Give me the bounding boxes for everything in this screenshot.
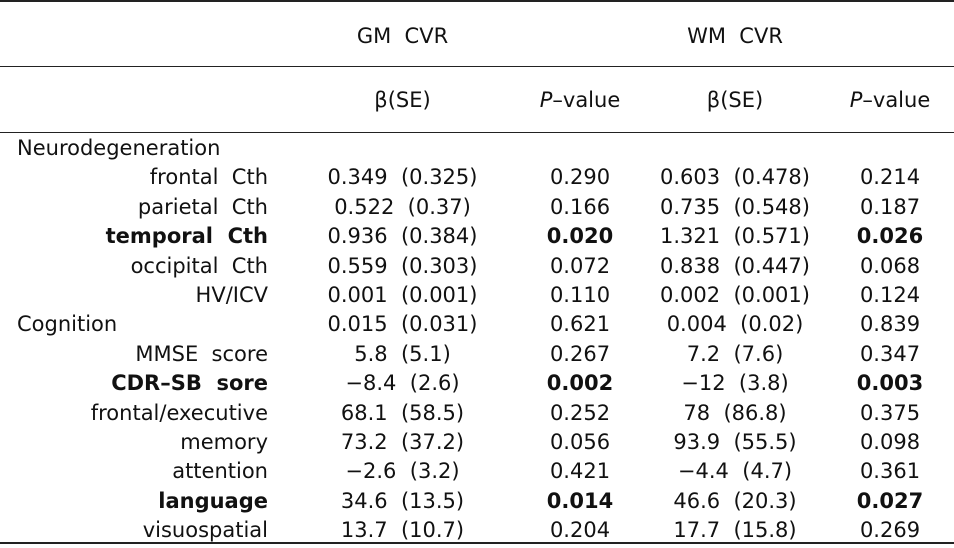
gm-p-value-cell: 0.204 — [549, 518, 611, 542]
gm-beta-se-cell: −2.6 (3.2) — [345, 459, 460, 483]
gm-p-value-cell: 0.621 — [549, 312, 611, 336]
gm-beta-se-header: β(SE) — [374, 88, 431, 112]
wm-p-value-cell: 0.347 — [859, 342, 921, 366]
gm-p-value-cell: 0.020 — [546, 224, 614, 248]
row-label: language — [158, 489, 268, 513]
wm-p-value-cell: 0.214 — [859, 165, 921, 189]
wm-cvr-header: WM CVR — [687, 24, 783, 48]
gm-p-value-cell: 0.252 — [549, 401, 611, 425]
row-label: visuospatial — [142, 518, 268, 542]
gm-beta-se-cell: 73.2 (37.2) — [340, 430, 465, 454]
row-label: MMSE score — [135, 342, 268, 366]
gm-p-value-cell: 0.421 — [549, 459, 611, 483]
gm-p-value-cell: 0.110 — [549, 283, 611, 307]
wm-p-value-cell: 0.124 — [859, 283, 921, 307]
p-value-suffix: –value — [552, 88, 621, 112]
row-label: HV/ICV — [195, 283, 268, 307]
wm-p-value-cell: 0.027 — [856, 489, 924, 513]
wm-beta-se-cell: 17.7 (15.8) — [673, 518, 797, 542]
gm-p-value-cell: 0.072 — [549, 254, 611, 278]
table-bottom-rule — [0, 542, 954, 544]
wm-p-value-cell: 0.361 — [859, 459, 921, 483]
gm-beta-se-cell: 5.8 (5.1) — [354, 342, 451, 366]
header-divider-rule — [0, 66, 954, 67]
gm-p-value-cell: 0.014 — [546, 489, 614, 513]
wm-beta-se-cell: 0.735 (0.548) — [660, 195, 810, 219]
wm-beta-se-cell: 46.6 (20.3) — [673, 489, 797, 513]
section-heading: Neurodegeneration — [17, 136, 221, 160]
wm-beta-se-cell: 7.2 (7.6) — [686, 342, 784, 366]
gm-beta-se-cell: 0.001 (0.001) — [327, 283, 478, 307]
row-label: frontal/executive — [90, 401, 268, 425]
gm-beta-se-cell: 0.015 (0.031) — [327, 312, 478, 336]
wm-beta-se-header: β(SE) — [706, 88, 764, 112]
row-label: parietal Cth — [137, 195, 268, 219]
gm-p-value-cell: 0.290 — [549, 165, 611, 189]
section-heading: Cognition — [17, 312, 118, 336]
gm-beta-se-cell: −8.4 (2.6) — [345, 371, 460, 395]
row-label: temporal Cth — [105, 224, 268, 248]
wm-p-value-cell: 0.187 — [859, 195, 921, 219]
gm-beta-se-cell: 13.7 (10.7) — [340, 518, 465, 542]
row-label: memory — [180, 430, 268, 454]
row-label: occipital Cth — [130, 254, 268, 278]
wm-beta-se-cell: 0.603 (0.478) — [660, 165, 810, 189]
wm-beta-se-cell: −12 (3.8) — [681, 371, 789, 395]
gm-p-value-cell: 0.166 — [549, 195, 611, 219]
row-label: CDR–SB sore — [111, 371, 268, 395]
gm-beta-se-cell: 0.522 (0.37) — [334, 195, 471, 219]
wm-beta-se-cell: 78 (86.8) — [683, 401, 787, 425]
p-italic: P — [849, 88, 863, 112]
wm-beta-se-cell: −4.4 (4.7) — [677, 459, 793, 483]
wm-p-value-cell: 0.839 — [859, 312, 921, 336]
p-italic: P — [539, 88, 553, 112]
wm-p-value-cell: 0.269 — [859, 518, 921, 542]
gm-beta-se-cell: 0.349 (0.325) — [327, 165, 478, 189]
gm-p-value-header: P–value — [530, 88, 630, 112]
body-divider-rule — [0, 132, 954, 133]
wm-beta-se-cell: 0.002 (0.001) — [660, 283, 810, 307]
wm-p-value-cell: 0.375 — [859, 401, 921, 425]
gm-beta-se-cell: 0.559 (0.303) — [327, 254, 478, 278]
gm-beta-se-cell: 0.936 (0.384) — [327, 224, 478, 248]
wm-beta-se-cell: 93.9 (55.5) — [673, 430, 797, 454]
gm-beta-se-cell: 68.1 (58.5) — [340, 401, 465, 425]
gm-p-value-cell: 0.056 — [549, 430, 611, 454]
wm-p-value-cell: 0.098 — [859, 430, 921, 454]
row-label: frontal Cth — [149, 165, 268, 189]
wm-beta-se-cell: 1.321 (0.571) — [660, 224, 810, 248]
row-label: attention — [172, 459, 268, 483]
wm-p-value-cell: 0.026 — [856, 224, 924, 248]
wm-p-value-cell: 0.003 — [856, 371, 924, 395]
gm-p-value-cell: 0.267 — [549, 342, 611, 366]
wm-p-value-header: P–value — [840, 88, 940, 112]
wm-beta-se-cell: 0.004 (0.02) — [666, 312, 804, 336]
table-top-rule — [0, 0, 954, 2]
gm-cvr-header: GM CVR — [356, 24, 449, 48]
wm-p-value-cell: 0.068 — [859, 254, 921, 278]
wm-beta-se-cell: 0.838 (0.447) — [660, 254, 810, 278]
p-value-suffix: –value — [862, 88, 931, 112]
gm-p-value-cell: 0.002 — [546, 371, 614, 395]
gm-beta-se-cell: 34.6 (13.5) — [340, 489, 465, 513]
